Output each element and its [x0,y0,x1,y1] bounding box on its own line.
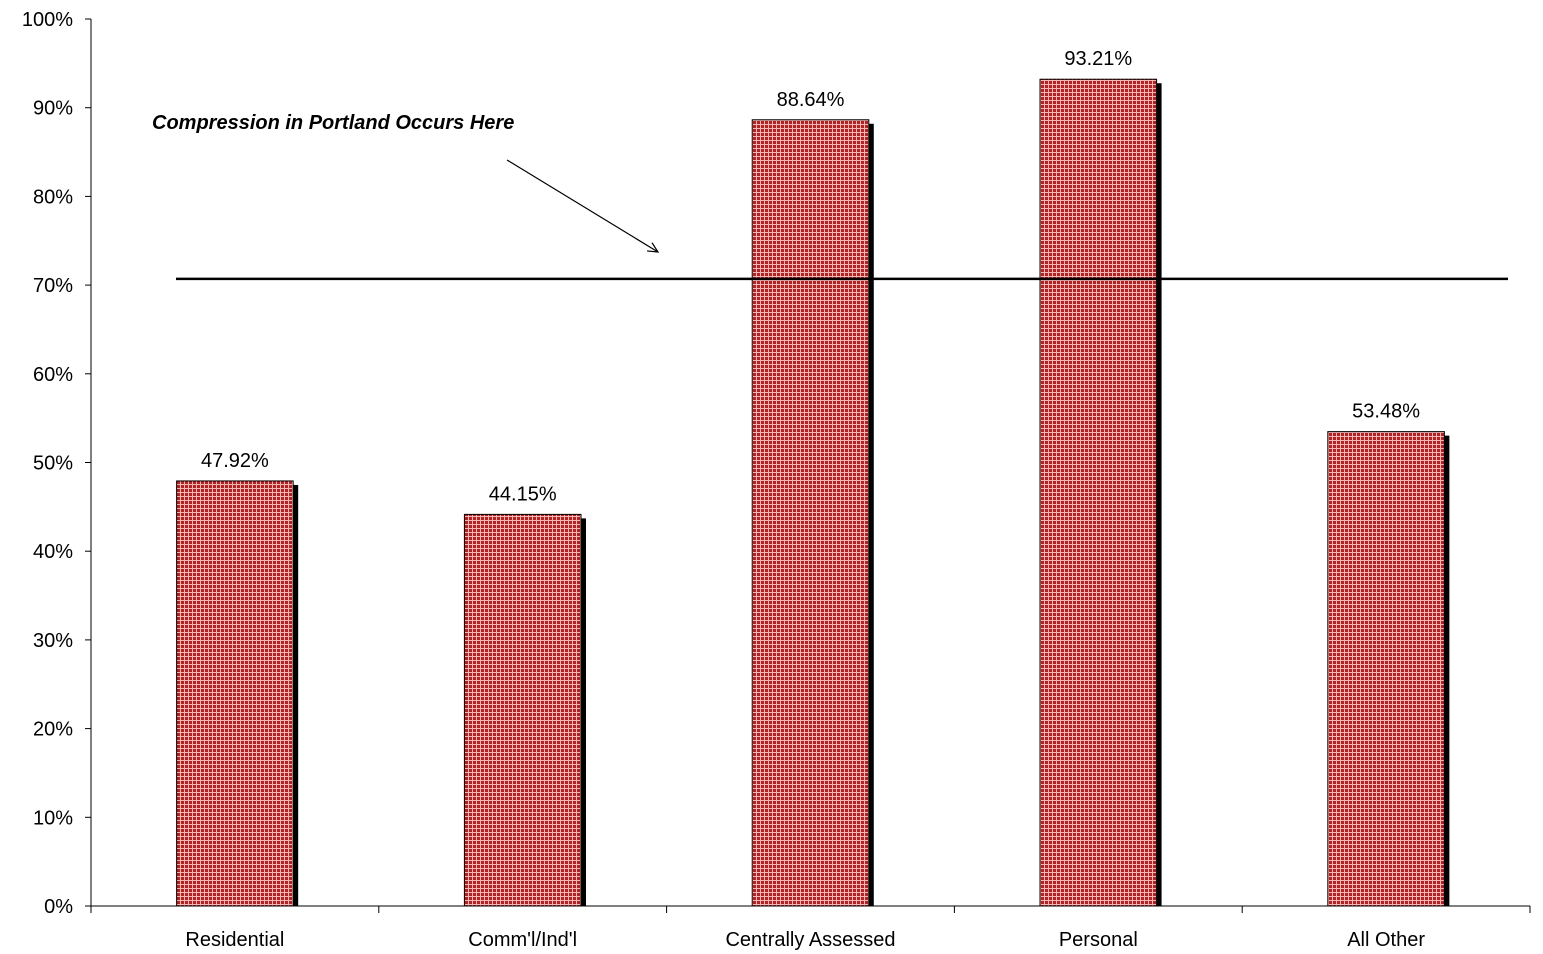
y-tick-label: 20% [33,719,73,741]
annotation-arrowhead [646,242,660,253]
bar [463,513,582,907]
data-label: 88.64% [777,89,845,111]
bar [751,119,870,907]
x-tick-label: All Other [1347,929,1425,951]
y-tick-label: 30% [33,630,73,652]
y-tick-label: 50% [33,453,73,475]
bar [1327,431,1445,907]
data-label: 44.15% [489,483,557,505]
y-tick-label: 10% [33,807,73,829]
x-tick-label: Centrally Assessed [725,929,895,951]
x-tick-label: Personal [1059,929,1138,951]
y-tick-label: 40% [33,541,73,563]
x-tick-label: Comm'l/Ind'l [468,929,577,951]
x-tick-label: Residential [185,929,284,951]
bar [176,480,294,907]
plot-area: 0% 10% 20% 30% 40% 50% 60% 70% 80% 90% 100% 47.92% R… [22,9,1531,951]
annotation-text: Compression in Portland Occurs Here [152,112,514,134]
data-label: 93.21% [1064,48,1132,70]
data-label: 47.92% [201,450,269,472]
bar [1039,78,1158,907]
y-tick-label: 100% [22,9,73,31]
y-tick-label: 0% [44,896,73,918]
y-tick-label: 80% [33,186,73,208]
y-tick-label: 60% [33,364,73,386]
data-label: 53.48% [1352,401,1420,423]
y-tick-label: 70% [33,275,73,297]
y-tick-label: 90% [33,98,73,120]
annotation-arrow [506,159,659,253]
